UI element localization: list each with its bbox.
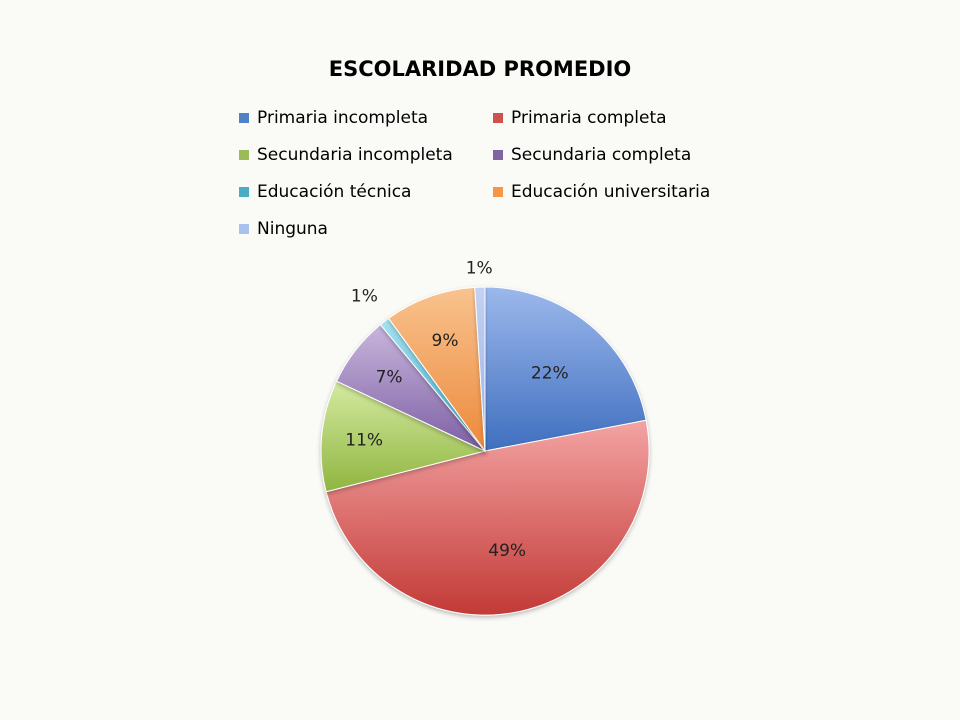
- legend-swatch: [493, 113, 503, 123]
- legend-label: Educación técnica: [257, 182, 412, 202]
- chart-title: ESCOLARIDAD PROMEDIO: [328, 57, 632, 81]
- legend-label: Primaria completa: [511, 108, 667, 128]
- data-label-secundaria-completa: 7%: [376, 368, 403, 388]
- pie-slice-secundaria-incompleta: [320, 380, 487, 493]
- legend-item-secundaria-incompleta: Secundaria incompleta: [239, 145, 453, 165]
- legend-item-ninguna: Ninguna: [239, 219, 328, 239]
- pie-slices: [320, 286, 650, 616]
- legend-item-educacion-tecnica: Educación técnica: [239, 182, 411, 202]
- legend-swatch: [239, 113, 249, 123]
- legend-label: Secundaria completa: [511, 145, 692, 165]
- legend-swatch: [239, 187, 249, 197]
- data-label-primaria-incompleta: 22%: [531, 364, 569, 384]
- legend-label: Secundaria incompleta: [257, 145, 453, 165]
- legend-item-educacion-universitaria: Educación universitaria: [493, 182, 710, 202]
- legend-swatch: [239, 150, 249, 160]
- legend-swatch: [493, 150, 503, 160]
- pie-slice-primaria-completa: [325, 419, 650, 616]
- legend-swatch: [493, 187, 503, 197]
- legend-item-primaria-incompleta: Primaria incompleta: [239, 108, 428, 128]
- legend-label: Ninguna: [257, 219, 328, 239]
- legend-label: Primaria incompleta: [257, 108, 429, 128]
- data-label-educacion-universitaria: 9%: [432, 331, 459, 351]
- legend-item-primaria-completa: Primaria completa: [493, 108, 667, 128]
- data-label-educacion-tecnica: 1%: [351, 287, 378, 307]
- legend-swatch: [239, 224, 249, 234]
- pie-labels: 22% 49% 11% 7% 1% 9% 1%: [345, 258, 568, 561]
- pie-slice-educacion-universitaria: [387, 286, 486, 453]
- data-label-secundaria-incompleta: 11%: [345, 431, 383, 451]
- pie-slice-primaria-incompleta: [484, 286, 647, 452]
- legend-item-secundaria-completa: Secundaria completa: [493, 145, 691, 165]
- data-label-primaria-completa: 49%: [488, 541, 526, 561]
- data-label-ninguna: 1%: [466, 258, 493, 278]
- legend-label: Educación universitaria: [511, 182, 711, 202]
- pie-slice-ninguna: [474, 286, 486, 452]
